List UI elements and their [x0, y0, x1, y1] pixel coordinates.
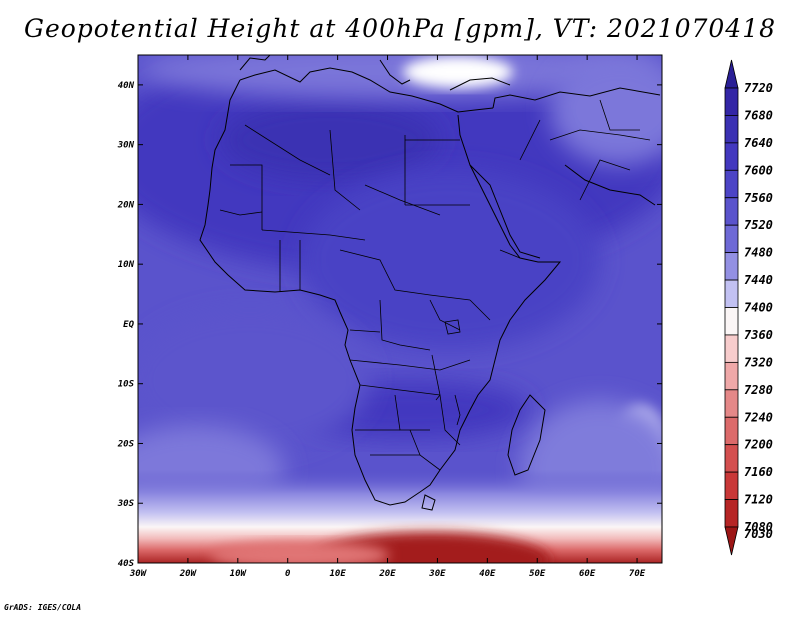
lon-tick-label: 20E	[378, 569, 396, 579]
lon-tick-label: 50E	[529, 569, 546, 579]
colorbar-label: 7640	[744, 136, 773, 150]
colorbar-swatch	[724, 197, 739, 226]
colorbar-label: 7200	[744, 438, 773, 452]
colorbar-swatch	[724, 142, 739, 171]
map-title: Geopotential Height at 400hPa [gpm], VT:…	[23, 14, 777, 43]
lon-tick-label: 0	[285, 569, 291, 579]
colorbar-swatch	[724, 389, 739, 418]
colorbar-swatch	[724, 416, 739, 446]
colorbar-swatch	[724, 279, 739, 308]
colorbar-swatch	[724, 169, 739, 199]
colorbar-label: 7680	[744, 108, 773, 122]
colorbar-swatch	[724, 499, 739, 528]
grads-credit: GrADS: IGES/COLA	[4, 603, 82, 612]
colorbar-swatch	[724, 252, 739, 281]
colorbar-label: 7560	[744, 191, 773, 205]
colorbar-label: 7520	[744, 218, 773, 232]
lat-tick-label: 10S	[118, 380, 135, 390]
colorbar-top-arrow	[724, 59, 739, 89]
lat-tick-label: 20N	[117, 200, 135, 210]
lat-tick-label: 40N	[118, 81, 135, 91]
colorbar-label: 7120	[744, 493, 773, 507]
colorbar-swatch	[724, 361, 739, 391]
colorbar-swatch	[724, 444, 739, 473]
lon-tick-label: 10E	[329, 569, 346, 579]
colorbar-label: 7160	[744, 465, 773, 479]
colorbar-swatch	[724, 115, 739, 144]
field-shading	[138, 55, 662, 563]
latitude-axis: 40N 30N 20N 10N EQ 10S 20S 30S 40S	[117, 81, 662, 569]
colorbar-swatch	[724, 334, 739, 363]
colorbar-label: 7320	[744, 355, 773, 369]
lat-tick-label: 20S	[117, 439, 135, 449]
colorbar-bottom-arrow	[724, 526, 739, 556]
lat-tick-label: 30N	[117, 141, 135, 151]
lon-tick-label: 70E	[629, 569, 646, 579]
lon-tick-label: 60E	[579, 569, 596, 579]
colorbar-swatch	[724, 224, 739, 254]
colorbar-label: 7440	[744, 273, 773, 287]
colorbar-label: 7080	[744, 520, 773, 534]
coastlines	[199, 55, 661, 511]
colorbar-label: 7360	[744, 328, 773, 342]
lakes	[431, 319, 461, 426]
lat-tick-label: 30S	[117, 499, 135, 509]
colorbar-label: 7030	[744, 527, 773, 541]
lat-tick-label: 10N	[118, 260, 135, 270]
colorbar-swatch	[724, 471, 739, 500]
colorbar-swatch	[724, 307, 739, 336]
colorbar-label: 7480	[744, 246, 773, 260]
lon-tick-label: 10W	[230, 569, 248, 579]
colorbar-label: 7400	[744, 301, 773, 315]
lon-tick-label: 20W	[179, 569, 198, 579]
country-borders	[219, 99, 651, 471]
lat-tick-label: EQ	[123, 320, 134, 330]
colorbar-label: 7720	[744, 81, 773, 95]
lat-tick-label: 40S	[118, 559, 135, 569]
plot-frame	[137, 54, 663, 564]
colorbar-label: 7240	[744, 410, 773, 424]
colorbar-label: 7600	[744, 163, 773, 177]
colorbar-legend: 7720 7680 7640 7600 7560 7520 7480 7440 7400 7360…	[724, 59, 773, 556]
colorbar-label: 7280	[744, 383, 773, 397]
longitude-axis: 30W 20W 10W 0 10E 20E 30E 40E 50E 60E 70E	[129, 55, 646, 579]
lon-tick-label: 30E	[428, 569, 446, 579]
lon-tick-label: 40E	[479, 569, 496, 579]
lon-tick-label: 30W	[129, 569, 148, 579]
colorbar-swatch	[724, 87, 739, 116]
